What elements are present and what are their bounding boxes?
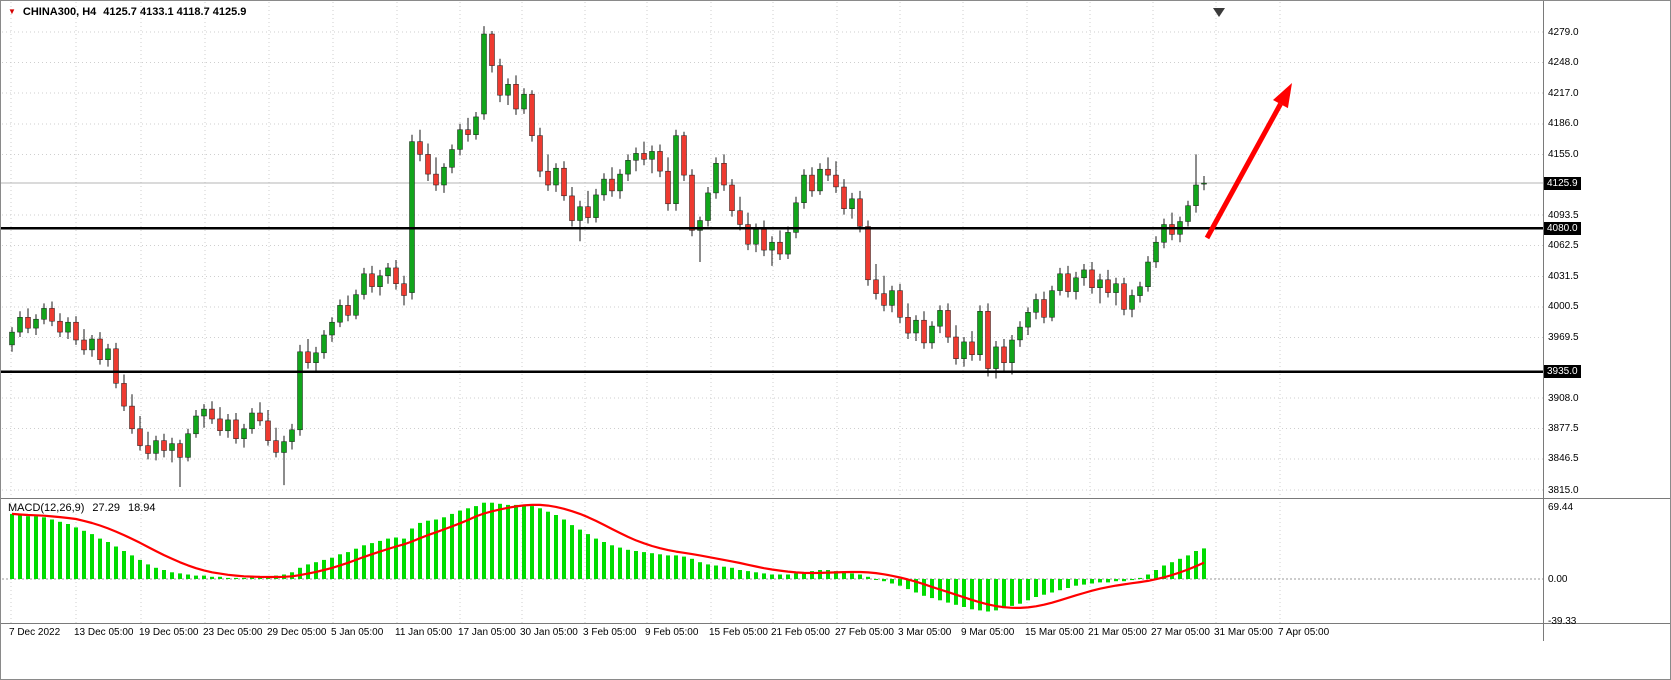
trend-arrow — [1204, 83, 1292, 240]
symbol-header: ▼ CHINA300, H4 4125.7 4133.1 4118.7 4125… — [8, 6, 246, 18]
macd-name: MACD(12,26,9) — [8, 502, 85, 514]
symbol-icon: ▼ — [8, 7, 16, 16]
macd-histogram — [10, 502, 1206, 612]
macd-indicator-label: MACD(12,26,9) 27.29 18.94 — [8, 502, 155, 514]
ohlc-readout: 4125.7 4133.1 4118.7 4125.9 — [103, 6, 247, 18]
shift-marker-icon[interactable] — [1213, 8, 1225, 17]
macd-signal-line — [11, 503, 1205, 610]
candles — [9, 26, 1207, 487]
symbol-name: CHINA300, H4 — [22, 6, 97, 18]
macd-main-value: 27.29 — [92, 502, 120, 514]
macd-signal-value: 18.94 — [127, 502, 156, 514]
